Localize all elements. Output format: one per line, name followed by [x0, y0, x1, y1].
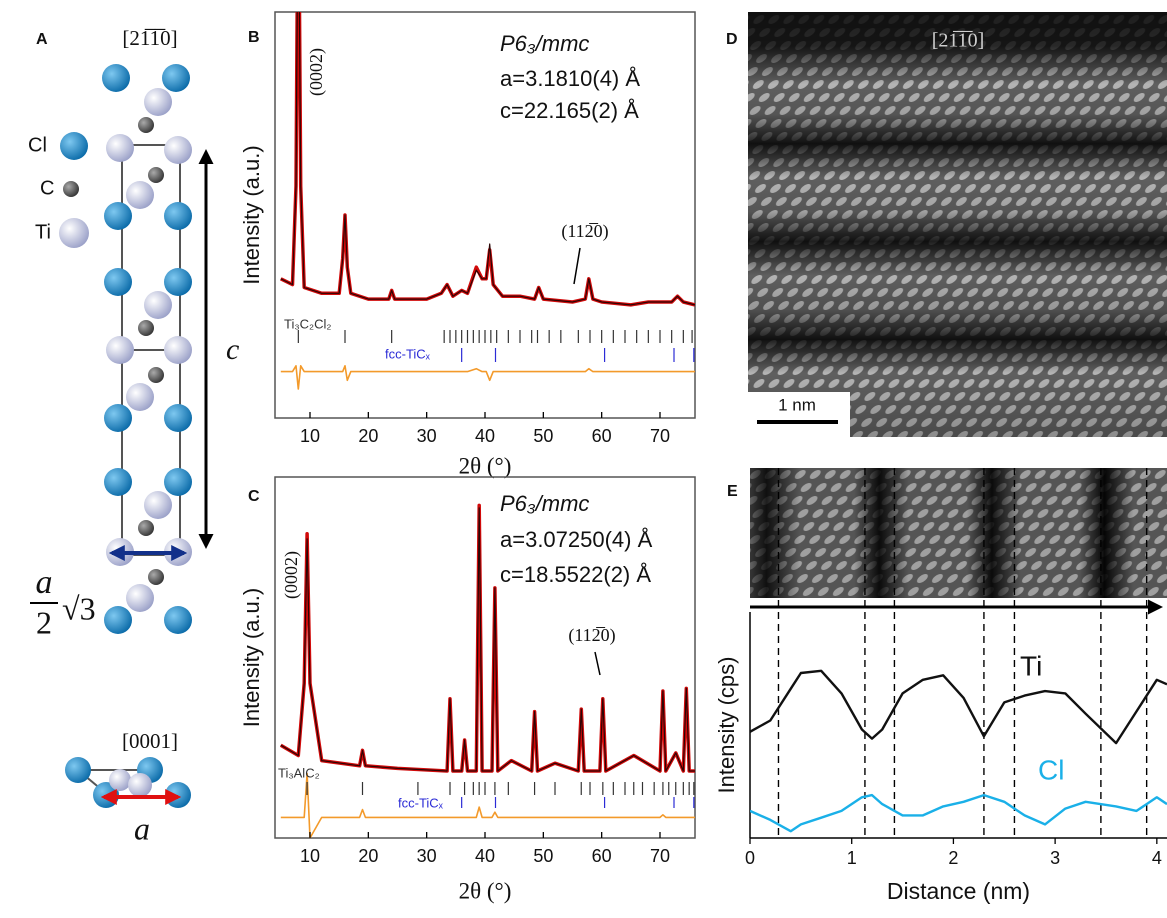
atom-icon	[59, 218, 89, 248]
peak-label: (112̅0)	[568, 625, 615, 646]
panel-label: A	[36, 31, 48, 48]
legend-label: C	[40, 177, 54, 199]
x-tick-label: 10	[300, 426, 320, 446]
zone-axis: [21̅1̅0]	[932, 30, 985, 52]
legend-label: Cl	[28, 134, 47, 156]
page: {"panels": { "A": {"label": "A", "zone_s…	[0, 0, 1167, 918]
phase-label: Ti₃AlC₂	[278, 765, 320, 780]
peak-label: (112̅0)	[561, 221, 608, 242]
peak-label: (0002)	[306, 48, 327, 96]
space-group: P6₃/mmc	[500, 31, 589, 56]
lattice-parameter: c=18.5522(2) Å	[500, 562, 651, 587]
x-tick-label: 2	[948, 848, 958, 868]
figure: A [21̅1̅0] Cl C Ti	[0, 0, 1167, 918]
lattice-parameter: a=3.1810(4) Å	[500, 66, 640, 91]
panel-label: E	[727, 483, 738, 500]
stem-image-bands	[748, 12, 1167, 437]
x-axis-label: 2θ (°)	[459, 453, 512, 478]
panel-label: D	[726, 31, 738, 48]
space-group: P6₃/mmc	[500, 491, 589, 516]
lattice-parameter: a=3.07250(4) Å	[500, 527, 653, 552]
x-tick-label: 50	[533, 846, 553, 866]
atom-icon	[63, 181, 79, 197]
atom-icon	[60, 132, 88, 160]
x-tick-label: 10	[300, 846, 320, 866]
x-tick-label: 1	[847, 848, 857, 868]
x-tick-label: 30	[417, 426, 437, 446]
series-label: Cl	[1038, 754, 1064, 785]
x-tick-label: 70	[650, 846, 670, 866]
zone-axis: [21̅1̅0]	[122, 26, 177, 50]
phase-label: fcc-TiCₓ	[385, 346, 431, 361]
x-tick-label: 4	[1152, 848, 1162, 868]
c-label: c	[226, 333, 239, 366]
x-tick-label: 40	[475, 426, 495, 446]
lattice-parameter: c=22.165(2) Å	[500, 98, 639, 123]
zone-axis: [0001]	[122, 729, 178, 753]
panel-label: C	[248, 488, 260, 505]
y-axis-label: Intensity (cps)	[714, 657, 739, 794]
x-tick-label: 20	[358, 846, 378, 866]
scale-bar-label: 1 nm	[778, 395, 816, 414]
panel-d: D [21̅1̅0] 1 nm	[726, 12, 1167, 437]
y-axis-label: Intensity (a.u.)	[239, 588, 264, 727]
x-tick-label: 40	[475, 846, 495, 866]
legend-label: Ti	[35, 221, 51, 243]
x-tick-label: 60	[592, 426, 612, 446]
phase-label: Ti₃C₂Cl₂	[284, 316, 331, 331]
x-tick-label: 70	[650, 426, 670, 446]
series-label: Ti	[1020, 650, 1042, 681]
x-tick-label: 20	[358, 426, 378, 446]
fraction-root: √3	[62, 590, 96, 626]
y-axis-label: Intensity (a.u.)	[239, 145, 264, 284]
x-tick-label: 0	[745, 848, 755, 868]
x-axis-label: 2θ (°)	[459, 878, 512, 903]
peak-label: (0002)	[281, 551, 302, 599]
fraction-numerator: a	[36, 564, 53, 601]
a-label: a	[134, 810, 150, 846]
fraction-denominator: 2	[36, 604, 52, 640]
x-tick-label: 50	[533, 426, 553, 446]
stem-image-bands	[750, 468, 1167, 598]
x-tick-label: 3	[1050, 848, 1060, 868]
x-tick-label: 30	[417, 846, 437, 866]
panel-e-image	[750, 468, 1167, 607]
panel-label: B	[248, 29, 260, 46]
x-axis-label: Distance (nm)	[887, 878, 1030, 904]
x-tick-label: 60	[592, 846, 612, 866]
phase-label: fcc-TiCₓ	[398, 795, 444, 810]
